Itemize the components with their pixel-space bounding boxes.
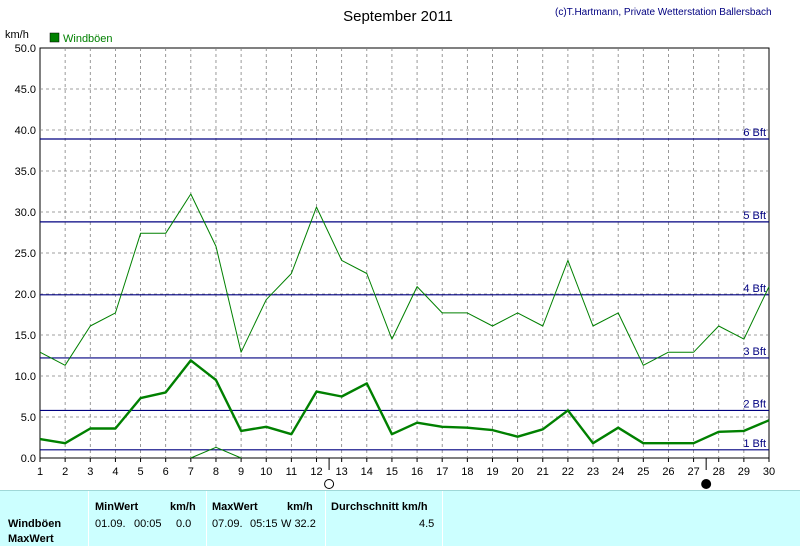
x-tick-label: 19 [486, 466, 498, 478]
x-tick-label: 6 [163, 466, 169, 478]
x-tick-label: 11 [286, 466, 297, 478]
y-tick-label: 10.0 [15, 371, 36, 383]
x-tick-label: 25 [637, 466, 649, 478]
x-tick-label: 18 [461, 466, 473, 478]
avg-value: 4.5 [419, 518, 435, 530]
beaufort-label: 3 Bft [743, 346, 766, 358]
y-tick-label: 40.0 [15, 125, 36, 137]
beaufort-lines: 1 Bft 2 Bft 3 Bft 4 Bft 5 Bft 6 Bft [40, 127, 769, 451]
x-tick-label: 15 [386, 466, 398, 478]
row-label-maxwert: MaxWert [8, 533, 54, 545]
y-tick-label: 0.0 [21, 453, 36, 465]
min-header: MinWert [95, 501, 139, 513]
max-header: MaxWert [212, 501, 258, 513]
beaufort-label: 2 Bft [743, 398, 766, 410]
series-line-min [190, 446, 242, 459]
legend-swatch [49, 32, 60, 43]
x-tick-label: 2 [62, 466, 68, 478]
wind-chart: September 2011 (c)T.Hartmann, Private We… [0, 0, 800, 490]
y-tick-label: 50.0 [15, 43, 36, 55]
y-tick-label: 30.0 [15, 207, 36, 219]
min-unit: km/h [170, 501, 196, 513]
avg-header: Durchschnitt km/h [331, 501, 428, 513]
x-tick-label: 26 [662, 466, 674, 478]
x-tick-label: 23 [587, 466, 599, 478]
x-tick-label: 10 [260, 466, 272, 478]
x-tick-label: 22 [562, 466, 574, 478]
x-tick-label: 3 [87, 466, 93, 478]
x-tick-label: 7 [188, 466, 194, 478]
chart-background [0, 0, 800, 490]
max-time: 05:15 [250, 518, 278, 530]
max-unit: km/h [287, 501, 313, 513]
summary-panel: Windböen MaxWert MinWert km/h 01.09. 00:… [0, 490, 800, 546]
min-value: 0.0 [176, 518, 192, 530]
chart-credit: (c)T.Hartmann, Private Wetterstation Bal… [555, 7, 772, 18]
legend-label: Windböen [63, 33, 113, 45]
axes: 0.0 5.0 10.0 15.0 20.0 25.0 30.0 35.0 40.0 45.0 50… [15, 43, 775, 489]
chart-title: September 2011 [343, 8, 453, 25]
x-tick-label: 5 [137, 466, 143, 478]
row-label-windboeen: Windböen [8, 518, 62, 530]
x-tick-label: 17 [436, 466, 448, 478]
beaufort-label: 4 Bft [743, 283, 766, 295]
min-date: 01.09. [95, 518, 126, 530]
y-tick-label: 35.0 [15, 166, 36, 178]
series-line-bold [39, 359, 770, 445]
new-moon-icon [701, 479, 712, 489]
x-tick-label: 21 [537, 466, 549, 478]
x-tick-label: 20 [511, 466, 523, 478]
y-tick-label: 5.0 [21, 412, 36, 424]
min-time: 00:05 [134, 518, 162, 530]
x-tick-label: 12 [310, 466, 322, 478]
beaufort-label: 1 Bft [743, 438, 766, 450]
x-tick-label: 16 [411, 466, 423, 478]
x-tick-label: 8 [213, 466, 219, 478]
x-tick-label: 28 [713, 466, 725, 478]
series-line-thin [39, 193, 770, 366]
y-tick-label: 15.0 [15, 330, 36, 342]
y-tick-label: 25.0 [15, 248, 36, 260]
max-value: W 32.2 [281, 518, 316, 530]
beaufort-label: 5 Bft [743, 210, 766, 222]
grid [39, 47, 770, 459]
y-tick-label: 20.0 [15, 289, 36, 301]
beaufort-label: 6 Bft [743, 127, 766, 139]
full-moon-icon [324, 479, 335, 489]
x-tick-label: 29 [738, 466, 750, 478]
x-tick-label: 9 [238, 466, 244, 478]
x-tick-label: 1 [37, 466, 43, 478]
x-tick-label: 27 [687, 466, 699, 478]
x-tick-label: 14 [361, 466, 373, 478]
max-date: 07.09. [212, 518, 243, 530]
y-tick-label: 45.0 [15, 84, 36, 96]
x-tick-label: 4 [112, 466, 118, 478]
x-tick-label: 30 [763, 466, 775, 478]
series-lines [39, 193, 770, 459]
y-axis-label: km/h [5, 29, 29, 41]
x-tick-label: 13 [336, 466, 348, 478]
x-tick-label: 24 [612, 466, 624, 478]
